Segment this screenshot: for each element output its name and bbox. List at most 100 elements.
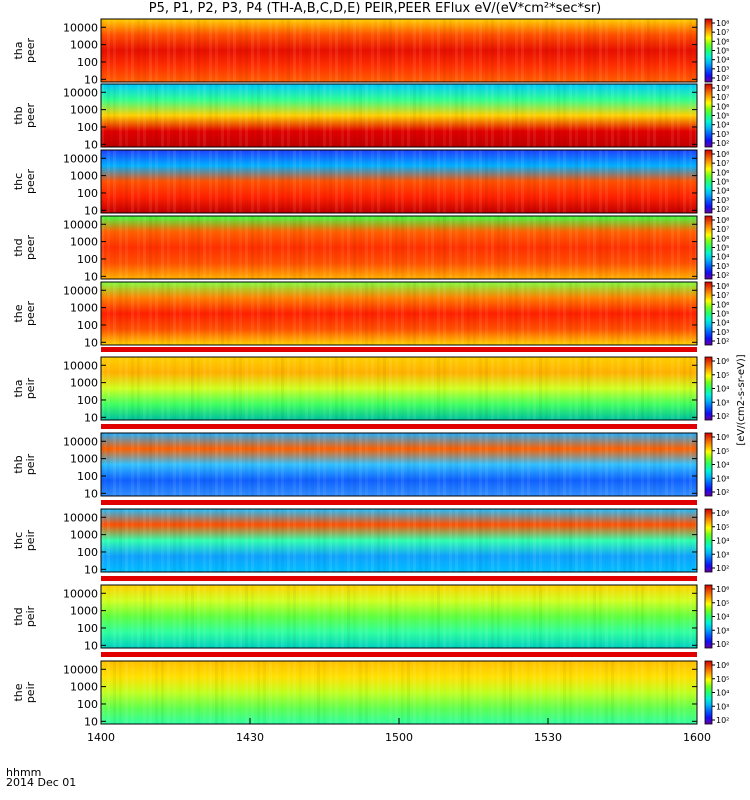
y-tick-label: 1000 bbox=[70, 104, 98, 117]
colorbar-tick-label: 10⁵ bbox=[716, 371, 729, 380]
panel-frame bbox=[100, 281, 698, 346]
colorbar bbox=[704, 584, 713, 649]
y-tick-label: 100 bbox=[77, 622, 98, 635]
colorbar-tick-label: 10⁶ bbox=[716, 37, 729, 46]
panel-frame bbox=[100, 356, 698, 421]
y-tick-label: 100 bbox=[77, 253, 98, 266]
colorbar-tick-label: 10⁷ bbox=[716, 225, 729, 234]
spectrogram-image bbox=[101, 19, 697, 82]
colorbar-tick-label: 10⁵ bbox=[716, 244, 729, 253]
colorbar-tick-label: 10⁵ bbox=[716, 112, 729, 121]
colorbar-unit-label: [eV/(cm2-s-sr-eV)] bbox=[736, 354, 747, 445]
colorbar-tick-label: 10² bbox=[716, 564, 729, 573]
y-tick-label: 1000 bbox=[70, 529, 98, 542]
x-axis-caption-date: 2014 Dec 01 bbox=[6, 776, 77, 789]
panel-label-product: peir bbox=[24, 529, 37, 551]
panel-label-probe: thb bbox=[12, 455, 25, 473]
colorbar-tick-label: 10⁴ bbox=[716, 613, 729, 622]
spectrogram-texture bbox=[107, 150, 692, 213]
colorbar-tick-label: 10³ bbox=[716, 328, 729, 337]
y-tick-label: 1000 bbox=[70, 302, 98, 315]
panel-frame bbox=[100, 215, 698, 280]
spectrogram-image bbox=[101, 509, 697, 572]
colorbar-tick-label: 10⁵ bbox=[716, 599, 729, 608]
colorbar-tick-label: 10⁶ bbox=[716, 300, 729, 309]
colorbar-tick-label: 10⁸ bbox=[716, 150, 729, 159]
panel-label-product: peer bbox=[24, 301, 37, 327]
colorbar-tick-label: 10² bbox=[716, 412, 729, 421]
y-tick-label: 1000 bbox=[70, 377, 98, 390]
colorbar-tick-label: 10² bbox=[716, 139, 729, 148]
y-tick-label: 10 bbox=[84, 715, 98, 728]
panel-label-probe: thd bbox=[12, 238, 25, 256]
colorbar-tick-label: 10⁶ bbox=[716, 357, 729, 366]
colorbar-tick-label: 10⁶ bbox=[716, 585, 729, 594]
panel-8: 10 100 1000 10000 thc peir 10² 10³ 10⁴ 10⁵ 10⁶ bbox=[12, 508, 729, 576]
spectrogram-image bbox=[101, 282, 697, 345]
colorbar-tick-label: 10⁶ bbox=[716, 102, 729, 111]
y-tick-label: 10000 bbox=[63, 663, 98, 676]
colorbar-tick-label: 10² bbox=[716, 337, 729, 346]
spectrogram-texture bbox=[107, 19, 686, 82]
panel-frame bbox=[100, 432, 698, 497]
panel-label-product: peir bbox=[24, 681, 37, 703]
panel-10: 10 100 1000 10000 the peir 10² 10³ 10⁴ 10⁵ 10⁶ bbox=[12, 660, 729, 728]
spectrogram-texture bbox=[101, 216, 698, 279]
x-axis-caption-hhmm: hhmm bbox=[6, 766, 42, 779]
colorbar bbox=[704, 508, 713, 573]
colorbar-tick-label: 10² bbox=[716, 74, 729, 83]
colorbar bbox=[704, 356, 713, 421]
colorbar-tick-label: 10³ bbox=[716, 196, 729, 205]
panel-3: 10 100 1000 10000 thc peer 10²10³10⁴10⁵10⁶10⁷1… bbox=[12, 149, 729, 217]
spectrogram-texture bbox=[113, 433, 692, 496]
colorbar-tick-label: 10² bbox=[716, 716, 729, 725]
y-tick-label: 100 bbox=[77, 121, 98, 134]
colorbar bbox=[704, 83, 713, 148]
panel-label-probe: tha bbox=[12, 379, 25, 397]
colorbar-tick-label: 10⁶ bbox=[716, 168, 729, 177]
panel-5: 10 100 1000 10000 the peer 10²10³10⁴10⁵10⁶10⁷1… bbox=[12, 281, 729, 349]
spectrogram-texture bbox=[101, 585, 698, 648]
colorbar-tick-label: 10³ bbox=[716, 262, 729, 271]
y-tick-label: 1000 bbox=[70, 453, 98, 466]
colorbar-tick-label: 10⁷ bbox=[716, 159, 729, 168]
y-tick-label: 10000 bbox=[63, 284, 98, 297]
panel-label-probe: the bbox=[12, 683, 25, 701]
panel-label-probe: tha bbox=[12, 41, 25, 59]
colorbar-tick-label: 10⁴ bbox=[716, 689, 729, 698]
panel-label-probe: thd bbox=[12, 607, 25, 625]
spectrogram-image bbox=[101, 661, 697, 724]
spectrogram-texture bbox=[107, 282, 692, 345]
y-tick-label: 10000 bbox=[63, 435, 98, 448]
y-tick-label: 10 bbox=[84, 336, 98, 349]
colorbar-tick-label: 10³ bbox=[716, 702, 729, 711]
separator-bar bbox=[101, 576, 697, 581]
spectrogram-image bbox=[101, 357, 697, 420]
panel-7: 10 100 1000 10000 thb peir 10² 10³ 10⁴ 10⁵ 10⁶ bbox=[12, 432, 729, 500]
y-tick-label: 10 bbox=[84, 73, 98, 86]
y-tick-label: 100 bbox=[77, 319, 98, 332]
colorbar bbox=[704, 281, 713, 346]
colorbar-tick-label: 10⁵ bbox=[716, 675, 729, 684]
y-tick-label: 10 bbox=[84, 563, 98, 576]
panel-label-product: peir bbox=[24, 453, 37, 475]
spectrogram-image bbox=[101, 84, 697, 147]
colorbar-tick-label: 10² bbox=[716, 271, 729, 280]
x-tick-label: 1400 bbox=[87, 731, 115, 744]
y-tick-label: 10000 bbox=[63, 359, 98, 372]
x-tick-label: 1600 bbox=[683, 731, 711, 744]
y-tick-label: 10000 bbox=[63, 511, 98, 524]
x-tick-label: 1430 bbox=[236, 731, 264, 744]
colorbar-tick-label: 10³ bbox=[716, 474, 729, 483]
panel-label-probe: the bbox=[12, 304, 25, 322]
panel-label-product: peer bbox=[24, 103, 37, 129]
colorbar-tick-label: 10³ bbox=[716, 626, 729, 635]
colorbar-tick-label: 10⁵ bbox=[716, 47, 729, 56]
panel-1: 10 100 1000 10000 tha peer 10²10³10⁴10⁵10⁶10⁷1… bbox=[12, 18, 729, 86]
colorbar bbox=[704, 149, 713, 214]
y-tick-label: 1000 bbox=[70, 681, 98, 694]
panel-frame bbox=[100, 508, 698, 573]
panel-label-product: peir bbox=[24, 377, 37, 399]
colorbar-tick-label: 10⁴ bbox=[716, 187, 729, 196]
